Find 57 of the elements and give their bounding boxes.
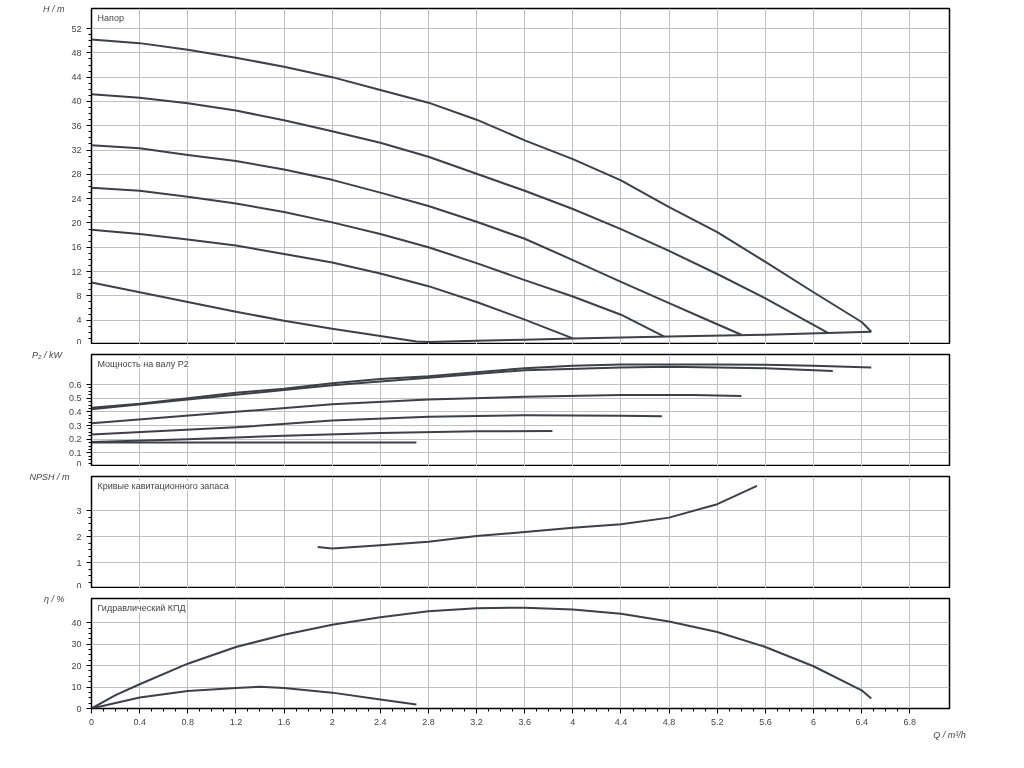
y-axis-title: H / m xyxy=(42,3,65,14)
y-tick-label: 0.4 xyxy=(68,406,82,417)
y-tick-label: 12 xyxy=(71,266,82,277)
x-tick-label: 5.2 xyxy=(710,716,724,727)
y-tick-label: 3 xyxy=(76,505,82,516)
y-tick-label: 10 xyxy=(71,682,82,693)
y-tick-label: 0.6 xyxy=(68,379,82,390)
x-tick-label: 6 xyxy=(811,716,817,727)
x-tick-label: 0.8 xyxy=(181,716,195,727)
y-tick-label: 0.5 xyxy=(68,393,82,404)
x-tick-label: 6.8 xyxy=(903,716,917,727)
x-tick-label: 0.4 xyxy=(133,716,146,727)
x-tick-label: 6.4 xyxy=(855,716,868,727)
y-tick-label: 0 xyxy=(76,703,82,714)
y-tick-label: 1 xyxy=(76,557,82,568)
y-axis-title: NPSH / m xyxy=(29,471,70,482)
text: Кривые кавитационного запаса xyxy=(97,480,229,491)
text: Гидравлический КПД xyxy=(97,602,186,613)
y-tick-label: 28 xyxy=(71,169,82,180)
y-tick-label: 32 xyxy=(71,145,82,156)
x-tick-label: 0 xyxy=(89,716,95,727)
y-tick-label: 0 xyxy=(76,580,82,591)
y-tick-label: 48 xyxy=(71,47,82,58)
x-tick-label: 2.4 xyxy=(374,716,387,727)
y-tick-label: 8 xyxy=(76,290,82,301)
y-axis-title: P₂ / kW xyxy=(32,349,64,360)
x-tick-label: 1.6 xyxy=(277,716,291,727)
x-tick-label: 2 xyxy=(329,716,335,727)
x-axis-title: Q / m³/h xyxy=(933,729,966,740)
y-tick-label: 40 xyxy=(71,617,82,628)
y-tick-label: 16 xyxy=(71,242,82,253)
x-tick-label: 2.8 xyxy=(422,716,435,727)
text: Напор xyxy=(97,12,124,23)
y-tick-label: 30 xyxy=(71,639,82,650)
y-tick-label: 0.2 xyxy=(68,434,82,445)
x-tick-label: 3.6 xyxy=(518,716,531,727)
y-tick-label: 20 xyxy=(71,660,82,671)
y-tick-label: 24 xyxy=(71,193,82,204)
y-tick-label: 0 xyxy=(76,336,82,347)
y-tick-label: 0.3 xyxy=(68,420,82,431)
y-tick-label: 44 xyxy=(71,72,82,83)
y-axis-title: η / % xyxy=(43,593,65,604)
x-tick-label: 4.8 xyxy=(662,716,676,727)
x-tick-label: 1.2 xyxy=(229,716,243,727)
y-tick-label: 40 xyxy=(71,96,82,107)
x-tick-label: 5.6 xyxy=(759,716,772,727)
y-tick-label: 4 xyxy=(76,315,82,326)
x-tick-label: 3.2 xyxy=(470,716,483,727)
chart-title: Мощность на валу P2 xyxy=(97,358,189,369)
y-tick-label: 20 xyxy=(71,217,82,228)
y-tick-label: 0 xyxy=(76,458,82,469)
y-tick-label: 52 xyxy=(71,23,82,34)
x-tick-label: 4 xyxy=(570,716,576,727)
y-tick-label: 36 xyxy=(71,120,82,131)
y-tick-label: 0.1 xyxy=(68,447,82,458)
y-tick-label: 2 xyxy=(76,531,82,542)
x-tick-label: 4.4 xyxy=(614,716,628,727)
